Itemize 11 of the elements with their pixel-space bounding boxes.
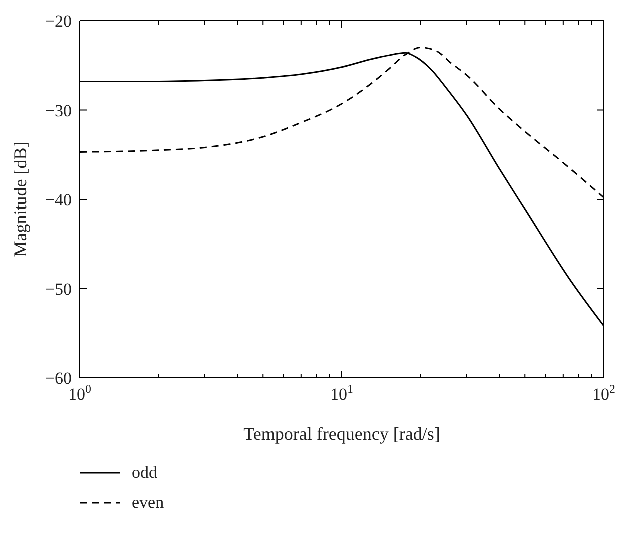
y-tick-label: −40 <box>45 190 72 210</box>
y-tick-label: −60 <box>45 369 72 388</box>
legend-label: even <box>132 493 164 513</box>
x-axis-title: Temporal frequency [rad/s] <box>244 424 440 444</box>
x-tick-label: 10$^{1}$ <box>330 382 354 404</box>
y-tick-label: −50 <box>45 280 72 299</box>
y-axis-title: Magnitude [dB] <box>10 142 30 258</box>
y-tick-label: −30 <box>45 101 72 120</box>
x-tick-label: 10$^{2}$ <box>592 382 616 404</box>
legend-label: odd <box>132 463 158 483</box>
y-tick-label: −20 <box>45 12 72 31</box>
